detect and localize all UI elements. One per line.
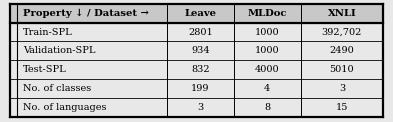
Text: 832: 832	[191, 65, 210, 74]
Text: No. of classes: No. of classes	[23, 84, 91, 93]
Text: 2490: 2490	[330, 46, 354, 55]
Text: No. of languages: No. of languages	[23, 103, 106, 112]
Text: 4: 4	[264, 84, 270, 93]
Text: 934: 934	[191, 46, 210, 55]
Text: Property ↓ / Dataset →: Property ↓ / Dataset →	[23, 9, 149, 18]
Text: XNLI: XNLI	[327, 9, 356, 18]
Text: MLDoc: MLDoc	[248, 9, 287, 18]
Text: 4000: 4000	[255, 65, 279, 74]
Text: 199: 199	[191, 84, 210, 93]
Text: 1000: 1000	[255, 28, 279, 36]
Text: 15: 15	[336, 103, 348, 112]
Text: Test-SPL: Test-SPL	[23, 65, 66, 74]
Text: Leave: Leave	[184, 9, 217, 18]
Text: Validation-SPL: Validation-SPL	[23, 46, 95, 55]
Text: 392,702: 392,702	[322, 28, 362, 36]
Text: 3: 3	[339, 84, 345, 93]
Text: 8: 8	[264, 103, 270, 112]
Text: 3: 3	[197, 103, 204, 112]
Text: Train-SPL: Train-SPL	[23, 28, 73, 36]
Text: 5010: 5010	[330, 65, 354, 74]
Text: 2801: 2801	[188, 28, 213, 36]
Text: 1000: 1000	[255, 46, 279, 55]
